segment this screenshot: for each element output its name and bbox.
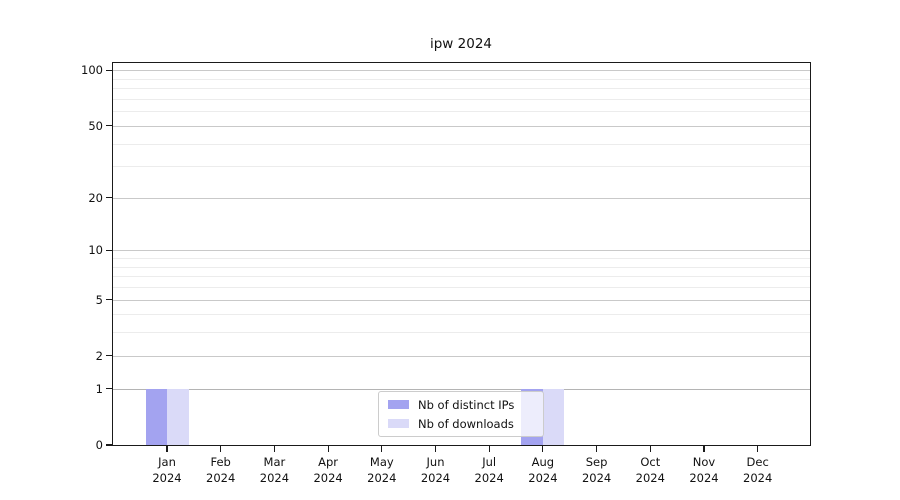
gridline-minor [113, 98, 810, 100]
y-tick-label: 5 [95, 292, 103, 307]
x-tick-year: 2024 [743, 471, 773, 485]
x-tick-label: Nov 2024 [672, 454, 736, 486]
x-tick-mark [757, 446, 759, 452]
x-tick-year: 2024 [528, 471, 558, 485]
gridline-major [113, 250, 810, 252]
gridline-minor [113, 266, 810, 268]
legend-entry: Nb of distinct IPs [388, 397, 534, 413]
x-tick-year: 2024 [367, 471, 397, 485]
x-tick-mark [166, 446, 168, 452]
bar-downloads [167, 388, 189, 445]
x-tick-label: Oct 2024 [618, 454, 682, 486]
y-tick-label: 1 [95, 381, 103, 396]
legend-swatch [388, 419, 409, 428]
legend: Nb of distinct IPs Nb of downloads [378, 391, 544, 437]
y-tick-label: 50 [88, 118, 103, 133]
y-tick-mark [106, 69, 112, 71]
gridline-minor [113, 314, 810, 316]
x-tick-month: Jun [426, 455, 445, 469]
gridline-minor [113, 287, 810, 289]
gridline-minor [113, 276, 810, 278]
y-tick-label: 20 [88, 190, 103, 205]
x-tick-mark [381, 446, 383, 452]
x-tick-year: 2024 [313, 471, 343, 485]
x-tick-month: Sep [585, 455, 608, 469]
gridline-major [113, 299, 810, 301]
x-tick-month: Mar [263, 455, 286, 469]
x-tick-label: Aug 2024 [511, 454, 575, 486]
x-tick-year: 2024 [206, 471, 236, 485]
legend-label: Nb of downloads [418, 416, 514, 431]
x-tick-month: Nov [692, 455, 716, 469]
x-tick-year: 2024 [259, 471, 290, 485]
chart-title: ipw 2024 [429, 36, 492, 52]
x-tick-year: 2024 [420, 471, 451, 485]
x-tick-label: May 2024 [350, 454, 414, 486]
x-tick-year: 2024 [581, 471, 612, 485]
x-tick-month: May [369, 455, 394, 469]
gridline-minor [113, 332, 810, 334]
gridline-minor [113, 88, 810, 90]
gridline-major [113, 355, 810, 357]
grid-layer [113, 63, 810, 445]
x-tick-month: Dec [746, 455, 769, 469]
y-tick-mark [106, 249, 112, 251]
x-tick-month: Apr [318, 455, 339, 469]
legend-swatch [388, 400, 409, 409]
x-tick-year: 2024 [689, 471, 719, 485]
x-tick-label: Sep 2024 [565, 454, 629, 486]
x-tick-label: Jun 2024 [404, 454, 468, 486]
y-tick-label: 10 [88, 243, 103, 258]
x-tick-mark [327, 446, 329, 452]
x-tick-label: Apr 2024 [296, 454, 360, 486]
x-tick-mark [273, 446, 275, 452]
y-tick-mark [106, 444, 112, 446]
x-tick-label: Mar 2024 [242, 454, 306, 486]
gridline-major [113, 197, 810, 199]
y-tick-label: 0 [95, 438, 103, 452]
gridline-minor [113, 166, 810, 168]
gridline-unit [113, 388, 810, 390]
y-tick-mark [106, 355, 112, 357]
gridline-minor [113, 258, 810, 260]
gridline-minor [113, 111, 810, 113]
x-tick-month: Feb [210, 455, 231, 469]
y-tick-mark [106, 388, 112, 390]
x-tick-month: Aug [531, 455, 555, 469]
x-tick-month: Jan [158, 455, 176, 469]
x-tick-month: Jul [482, 455, 497, 469]
x-tick-mark [488, 446, 490, 452]
x-tick-month: Oct [640, 455, 661, 469]
x-tick-label: Jan 2024 [135, 454, 199, 486]
y-tick-mark [106, 197, 112, 199]
x-tick-mark [542, 446, 544, 452]
plot-area: Nb of distinct IPs Nb of downloads [112, 62, 811, 446]
legend-entry: Nb of downloads [388, 416, 534, 432]
x-tick-year: 2024 [152, 471, 182, 485]
x-tick-mark [434, 446, 437, 452]
gridline-major [113, 70, 810, 72]
bar-downloads [542, 388, 565, 445]
gridline-major [113, 125, 810, 127]
gridline-minor [113, 143, 810, 145]
legend-label: Nb of distinct IPs [418, 397, 515, 412]
x-tick-mark [596, 446, 598, 452]
x-tick-mark [220, 446, 222, 452]
y-tick-mark [106, 298, 112, 301]
y-tick-label: 100 [81, 63, 103, 78]
gridline-minor [113, 78, 810, 80]
x-tick-year: 2024 [635, 471, 665, 485]
x-tick-label: Dec 2024 [726, 454, 790, 486]
x-tick-label: Feb 2024 [189, 454, 253, 486]
bar-distinct-ips [145, 388, 167, 445]
x-tick-label: Jul 2024 [457, 454, 521, 486]
x-tick-mark [703, 446, 705, 452]
x-tick-mark [649, 446, 651, 452]
bar-layer [113, 63, 810, 445]
y-tick-mark [106, 125, 112, 127]
x-tick-year: 2024 [474, 471, 504, 485]
y-tick-label: 2 [95, 348, 103, 363]
